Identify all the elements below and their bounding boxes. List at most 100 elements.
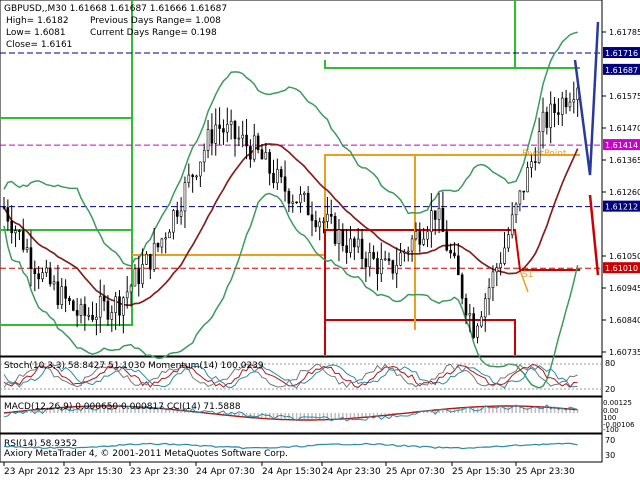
copyright-text: Axiory MetaTrader 4, © 2001-2011 MetaQuo…	[4, 449, 288, 459]
candle-body	[149, 253, 152, 270]
time-tick-label: 25 Apr 07:30	[386, 467, 445, 477]
level-line	[325, 319, 516, 355]
candle-body	[268, 152, 271, 174]
level-line	[132, 154, 580, 256]
candle-body	[64, 286, 67, 299]
projection-blue	[573, 21, 600, 176]
time-tick-label: 23 Apr 23:30	[130, 467, 189, 477]
price-label-box	[603, 63, 640, 75]
candle-body	[472, 313, 476, 338]
stoch-tick-20: 20	[605, 385, 615, 394]
candle-body	[379, 259, 383, 275]
candle-body	[476, 325, 479, 338]
candle-body	[118, 296, 121, 316]
candle-body	[549, 103, 553, 128]
time-tick-label: 25 Apr 23:30	[516, 467, 575, 477]
level-line	[0, 0, 133, 231]
candle-body	[403, 251, 406, 254]
candle-body	[249, 145, 252, 160]
candle-body	[406, 250, 410, 253]
stoch-panel[interactable]	[0, 356, 603, 397]
candle-body	[372, 252, 375, 259]
price-tick-label: 1.61575	[609, 92, 640, 101]
moving-average	[3, 143, 579, 307]
candle-body	[310, 214, 314, 221]
candle-body	[175, 210, 179, 217]
candle-body	[395, 264, 399, 274]
time-tick-label: 23 Apr 15:30	[64, 467, 123, 477]
pivot-label: PivotPoint	[522, 149, 567, 159]
candle-body	[418, 230, 422, 245]
candle-body	[426, 231, 429, 240]
candle-body	[480, 316, 483, 327]
price-tick-label: 1.61260	[609, 188, 640, 197]
time-tick-label: 24 Apr 23:30	[322, 467, 381, 477]
candle-body	[560, 97, 564, 115]
bollinger-line	[3, 31, 578, 267]
candle-body	[91, 314, 94, 320]
s1-label: S1	[522, 270, 533, 280]
level-line	[519, 269, 529, 293]
candle-body	[333, 216, 337, 244]
price-tick-label: 1.60945	[609, 284, 640, 293]
stoch-tick-80: 80	[605, 359, 615, 368]
candle-body	[60, 286, 64, 306]
price-tick-label: 1.61365	[609, 156, 640, 165]
candle-body	[302, 192, 306, 195]
candle-body	[83, 304, 87, 316]
candle-body	[545, 111, 549, 128]
cci-line	[3, 404, 578, 422]
candle-body	[456, 255, 460, 276]
rsi-title: RSI(14) 58.9352	[4, 439, 77, 449]
macd-tick-4: 100	[603, 414, 616, 422]
time-tick-label: 24 Apr 15:30	[262, 467, 321, 477]
candle-body	[52, 281, 56, 285]
candle-body	[37, 273, 40, 280]
close-text: Close= 1.6161	[6, 40, 72, 50]
candle-body	[245, 134, 248, 147]
candle-body	[133, 268, 137, 287]
macd-tick-2: 0.00	[603, 407, 619, 415]
candle-body	[195, 175, 198, 178]
candle-body	[522, 190, 526, 193]
candle-body	[222, 128, 225, 133]
candle-body	[2, 206, 6, 209]
rsi-panel[interactable]	[0, 433, 603, 463]
candle-body	[210, 129, 214, 144]
candle-body	[507, 234, 510, 249]
stoch-line	[3, 364, 578, 389]
candle-body	[433, 210, 437, 220]
bollinger-line	[3, 192, 579, 389]
candle-body	[299, 194, 302, 204]
price-label: 1.61687	[605, 66, 638, 75]
candle-body	[291, 201, 295, 204]
low-text: Low= 1.6081	[6, 28, 66, 38]
candle-body	[48, 267, 52, 285]
price-label: 1.61716	[605, 49, 638, 58]
candle-body	[98, 296, 102, 318]
candle-body	[29, 247, 33, 269]
time-tick-label: 24 Apr 07:30	[196, 467, 255, 477]
candle-body	[110, 312, 114, 320]
price-tick-label: 1.61785	[609, 28, 640, 37]
macd-panel[interactable]	[0, 396, 603, 434]
candle-body	[537, 131, 541, 163]
time-tick-label: 25 Apr 15:30	[452, 467, 511, 477]
candle-body	[137, 268, 141, 285]
candle-body	[14, 230, 17, 234]
candle-body	[179, 210, 183, 217]
candle-body	[314, 220, 318, 228]
pivot-levels	[0, 0, 580, 355]
main-chart-panel[interactable]	[0, 0, 603, 357]
rsi-lines	[3, 442, 578, 450]
price-tick-label: 1.61050	[609, 252, 640, 261]
projection-lines	[573, 21, 600, 276]
candle-body	[214, 124, 218, 144]
candle-body	[349, 238, 352, 253]
price-tick-label: 1.61470	[609, 124, 640, 133]
cur-range-text: Current Days Range= 0.198	[90, 28, 217, 38]
candle-body	[264, 152, 268, 160]
candle-body	[168, 231, 171, 239]
candle-body	[345, 245, 348, 253]
